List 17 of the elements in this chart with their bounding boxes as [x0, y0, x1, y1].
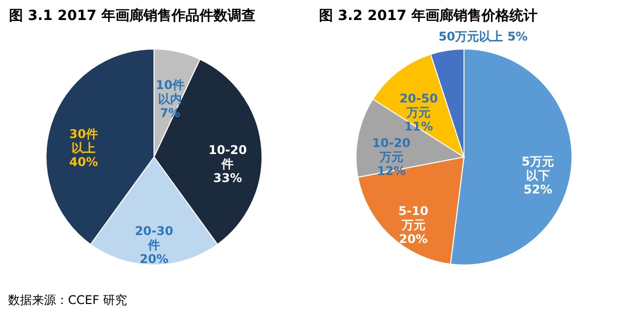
source-note: 数据来源：CCEF 研究 [8, 292, 128, 309]
slice-label: 10件以内 [156, 78, 184, 106]
data-label: 33% [213, 171, 242, 186]
slice-label: 20-50万元 [399, 92, 438, 120]
chart-title: 图 3.2 2017 年画廊销售价格统计 [319, 7, 538, 24]
slice-label: 30件以上 [69, 127, 98, 156]
data-label: 20% [140, 252, 168, 266]
slice-label: 10-20万元 [372, 136, 411, 164]
slice-label: 5-10万元 [398, 204, 428, 232]
chart-title: 图 3.1 2017 年画廊销售作品件数调查 [9, 7, 256, 24]
data-label: 40% [69, 155, 98, 170]
slice-label: 20-30件 [134, 224, 174, 252]
slice-label: 50万元以上 5% [438, 30, 528, 44]
slice-label: 5万元以下 [522, 154, 554, 183]
data-label: 20% [398, 232, 428, 246]
slice-label: 10-20件 [208, 143, 247, 172]
data-label: 52% [523, 182, 552, 197]
